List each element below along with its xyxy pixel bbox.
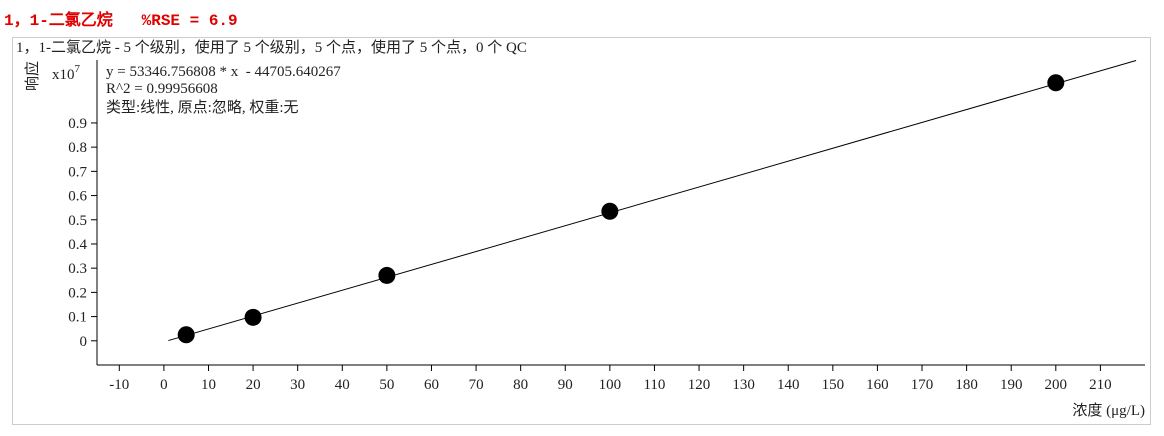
point — [244, 308, 262, 326]
y-tick-label: 0.1 — [68, 310, 87, 326]
y-multiplier: x107 — [52, 63, 81, 83]
x-tick-label: 180 — [955, 377, 978, 393]
x-tick-label: 160 — [866, 377, 889, 393]
x-tick-label: 70 — [469, 377, 484, 393]
point — [177, 326, 195, 344]
x-tick-label: 80 — [513, 377, 528, 393]
x-tick-label: 60 — [424, 377, 439, 393]
fit-line — [168, 60, 1137, 342]
subtitle: 1，1-二氯乙烷 - 5 个级别，使用了 5 个级别，5 个点，使用了 5 个点… — [16, 39, 527, 56]
y-tick-label: 0.4 — [68, 237, 87, 253]
y-axis-label: 响应 — [23, 61, 41, 91]
x-tick-label: 130 — [732, 377, 755, 393]
x-tick-label: 30 — [290, 377, 305, 393]
y-tick-label: 0.8 — [68, 140, 87, 156]
x-tick-label: 120 — [688, 377, 711, 393]
y-tick-label: 0.7 — [68, 164, 87, 180]
y-tick-label: 0.2 — [68, 285, 87, 301]
annotation: y = 53346.756808 * x - 44705.640267 — [106, 64, 341, 80]
x-tick-label: 50 — [379, 377, 394, 393]
annotation: R^2 = 0.99956608 — [106, 81, 218, 97]
x-tick-label: 140 — [777, 377, 800, 393]
annotation: 类型:线性, 原点:忽略, 权重:无 — [106, 99, 299, 116]
x-tick-label: 190 — [1000, 377, 1023, 393]
x-tick-label: 100 — [599, 377, 622, 393]
x-tick-label: 40 — [335, 377, 350, 393]
x-tick-label: 110 — [643, 377, 665, 393]
point — [601, 202, 619, 220]
x-tick-label: 90 — [558, 377, 573, 393]
x-tick-label: 20 — [246, 377, 261, 393]
x-axis-label: 浓度 (μg/L) — [1072, 402, 1145, 419]
x-tick-label: 210 — [1089, 377, 1112, 393]
y-multiplier-base: x10 — [52, 67, 75, 83]
y-tick-label: 0.3 — [68, 261, 87, 277]
point — [1047, 74, 1065, 92]
x-tick-label: 200 — [1045, 377, 1068, 393]
frame — [12, 37, 1151, 425]
y-multiplier-exponent: 7 — [75, 63, 81, 75]
x-tick-label: 0 — [160, 377, 168, 393]
chart-title: 1，1-二氯乙烷 %RSE = 6.9 — [4, 12, 238, 30]
y-tick-label: 0.5 — [68, 213, 87, 229]
x-tick-label: -10 — [109, 377, 129, 393]
y-tick-label: 0.6 — [68, 189, 87, 205]
y-tick-label: 0.9 — [68, 116, 87, 132]
y-tick-label: 0 — [80, 334, 88, 350]
x-tick-label: 150 — [822, 377, 845, 393]
point — [378, 266, 396, 284]
x-tick-label: 170 — [911, 377, 934, 393]
x-tick-label: 10 — [201, 377, 216, 393]
